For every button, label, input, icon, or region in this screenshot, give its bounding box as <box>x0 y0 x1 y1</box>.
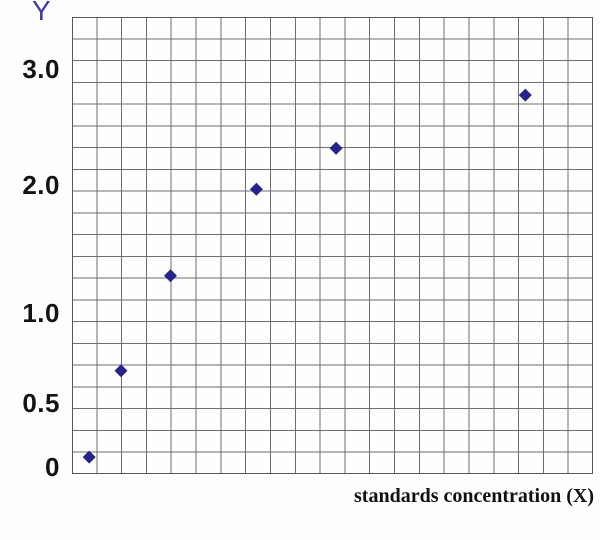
data-point-diamond <box>164 269 177 283</box>
data-point-diamond <box>82 450 96 464</box>
x-axis-title: standards concentration (X) <box>354 485 594 507</box>
scatter-grid <box>72 17 593 474</box>
y-tick-label: 1.0 <box>22 297 60 328</box>
data-point-diamond <box>329 141 343 155</box>
y-tick-label: 0.5 <box>22 387 60 418</box>
data-point-diamond <box>518 88 532 102</box>
data-point-diamond <box>249 182 263 196</box>
y-axis-tick-labels: 0 0.5 1.0 2.0 3.0 <box>0 0 60 540</box>
y-tick-label: 0 <box>45 452 60 483</box>
y-tick-label: 3.0 <box>22 54 60 85</box>
plot-area <box>72 17 593 474</box>
y-tick-label: 2.0 <box>22 170 60 201</box>
y-axis-title: Y <box>32 0 52 26</box>
data-point-diamond <box>114 364 128 378</box>
